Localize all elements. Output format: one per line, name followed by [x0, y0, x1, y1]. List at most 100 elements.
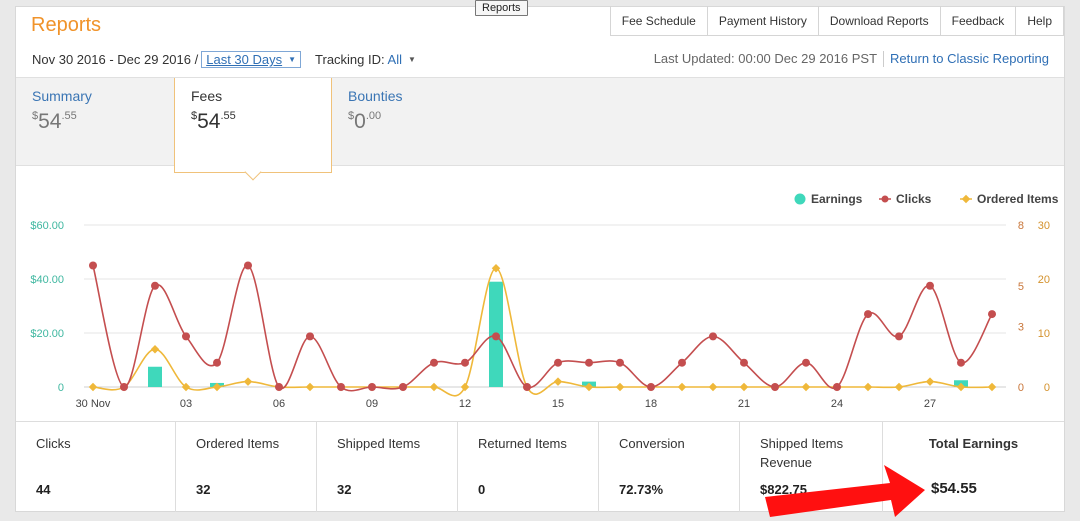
tab-summary-label: Summary: [32, 88, 92, 104]
clicks-point: [89, 261, 97, 270]
divider: [883, 51, 885, 67]
y-axis-left-label: 0: [58, 382, 64, 394]
ordered-items-point: [677, 382, 687, 392]
date-range-text: Nov 30 2016 - Dec 29 2016 /: [32, 52, 199, 67]
ordered-items-point: [212, 382, 222, 392]
stat-value: 72.73%: [619, 482, 664, 497]
clicks-point: [895, 332, 903, 341]
clicks-point: [647, 383, 655, 391]
clicks-point: [616, 358, 624, 367]
tab-bounties-label: Bounties: [348, 88, 403, 104]
x-axis-label: 12: [459, 398, 471, 410]
clicks-point: [678, 358, 686, 367]
stat-value: $822.75: [760, 482, 807, 497]
tracking-id-label: Tracking ID:: [315, 52, 385, 67]
tracking-id-filter[interactable]: Tracking ID: All ▼: [315, 52, 416, 67]
chevron-down-icon: ▼: [407, 55, 416, 64]
last-updated-row: Last Updated: 00:00 Dec 29 2016 PST Retu…: [654, 51, 1049, 67]
date-range-select[interactable]: Last 30 Days ▼: [201, 51, 302, 68]
ordered-items-point: [925, 377, 935, 386]
clicks-line: [92, 264, 993, 392]
stat-total-earnings: Total Earnings $54.55: [882, 422, 1064, 512]
nav-help[interactable]: Help: [1015, 6, 1063, 35]
x-axis-label: 30 Nov: [76, 398, 111, 410]
top-navigation: Fee Schedule Payment History Download Re…: [609, 6, 1064, 36]
ordered-items-point: [243, 377, 253, 386]
ordered-items-point: [863, 382, 873, 392]
clicks-point: [554, 358, 562, 367]
clicks-point: [151, 281, 159, 290]
x-axis-label: 24: [831, 398, 843, 410]
ordered-items-point: [553, 377, 563, 386]
y-axis-right1-label: 8: [1018, 220, 1024, 232]
clicks-point: [740, 358, 748, 367]
legend-label: Ordered Items: [977, 192, 1059, 206]
stat-shipped-items: Shipped Items 32: [316, 422, 457, 512]
summary-tabs: Summary $54.55 Fees $54.55 Bounties $0.0…: [16, 77, 1064, 181]
y-axis-right1-label: 0: [1018, 382, 1024, 394]
ordered-items-point: [88, 382, 98, 392]
x-axis-label: 21: [738, 398, 750, 410]
y-axis-left-label: $60.00: [30, 220, 64, 232]
ordered-items-point: [615, 382, 625, 392]
stat-label: Shipped Items Revenue: [760, 436, 844, 470]
x-axis-label: 18: [645, 398, 657, 410]
clicks-point: [802, 358, 810, 367]
x-axis-label: 06: [273, 398, 285, 410]
y-axis-right2-label: 30: [1038, 220, 1050, 232]
reports-panel: Reports Fee Schedule Payment History Dow…: [15, 6, 1065, 512]
tab-fees-amount: $54.55: [191, 110, 236, 133]
clicks-point: [430, 358, 438, 367]
tab-fees-label: Fees: [191, 88, 223, 104]
y-axis-right2-label: 0: [1044, 382, 1050, 394]
clicks-point: [957, 358, 965, 367]
clicks-point: [988, 310, 996, 319]
clicks-point: [709, 332, 717, 341]
legend-label: Earnings: [811, 192, 863, 206]
x-axis-label: 03: [180, 398, 192, 410]
stat-label: Total Earnings: [928, 436, 1019, 451]
clicks-point: [182, 332, 190, 341]
y-axis-left-label: $40.00: [30, 274, 64, 286]
date-range-select-label: Last 30 Days: [206, 52, 283, 67]
y-axis-left-label: $20.00: [30, 328, 64, 340]
clicks-point: [213, 358, 221, 367]
x-axis-label: 15: [552, 398, 564, 410]
nav-download-reports[interactable]: Download Reports: [817, 6, 940, 35]
ordered-items-point: [584, 382, 594, 392]
clicks-point: [926, 281, 934, 290]
clicks-point: [306, 332, 314, 341]
y-axis-right2-label: 20: [1038, 274, 1050, 286]
clicks-point: [399, 383, 407, 391]
clicks-point: [833, 383, 841, 391]
ordered-items-point: [429, 382, 439, 392]
ordered-items-point: [150, 344, 160, 354]
nav-fee-schedule[interactable]: Fee Schedule: [621, 14, 696, 28]
stat-label: Shipped Items: [337, 436, 421, 451]
stat-value: 32: [337, 482, 352, 497]
tab-summary[interactable]: Summary $54.55: [16, 78, 174, 167]
clicks-point: [771, 383, 779, 391]
chevron-down-icon: ▼: [288, 55, 297, 64]
clicks-point: [275, 383, 283, 391]
tab-bounties[interactable]: Bounties $0.00: [332, 78, 490, 167]
nav-feedback[interactable]: Feedback: [939, 6, 1016, 35]
stat-label: Conversion: [619, 436, 685, 451]
return-classic-link[interactable]: Return to Classic Reporting: [890, 51, 1049, 66]
page-title: Reports: [31, 14, 102, 36]
ordered-items-point: [894, 382, 904, 392]
nav-payment-history[interactable]: Payment History: [706, 6, 818, 35]
clicks-point: [368, 383, 376, 391]
clicks-point: [864, 310, 872, 319]
clicks-point: [337, 383, 345, 391]
tab-fees[interactable]: Fees $54.55: [174, 78, 332, 181]
clicks-point: [120, 383, 128, 391]
ordered-items-point: [305, 382, 315, 392]
legend-marker-earnings: [794, 193, 806, 205]
legend-marker-clicks: [881, 195, 889, 203]
stat-ordered-items: Ordered Items 32: [175, 422, 316, 512]
date-filter-row: Nov 30 2016 - Dec 29 2016 / Last 30 Days…: [32, 51, 416, 68]
clicks-point: [461, 358, 469, 367]
last-updated-text: Last Updated: 00:00 Dec 29 2016 PST: [653, 51, 878, 66]
stat-value: 0: [478, 482, 486, 497]
